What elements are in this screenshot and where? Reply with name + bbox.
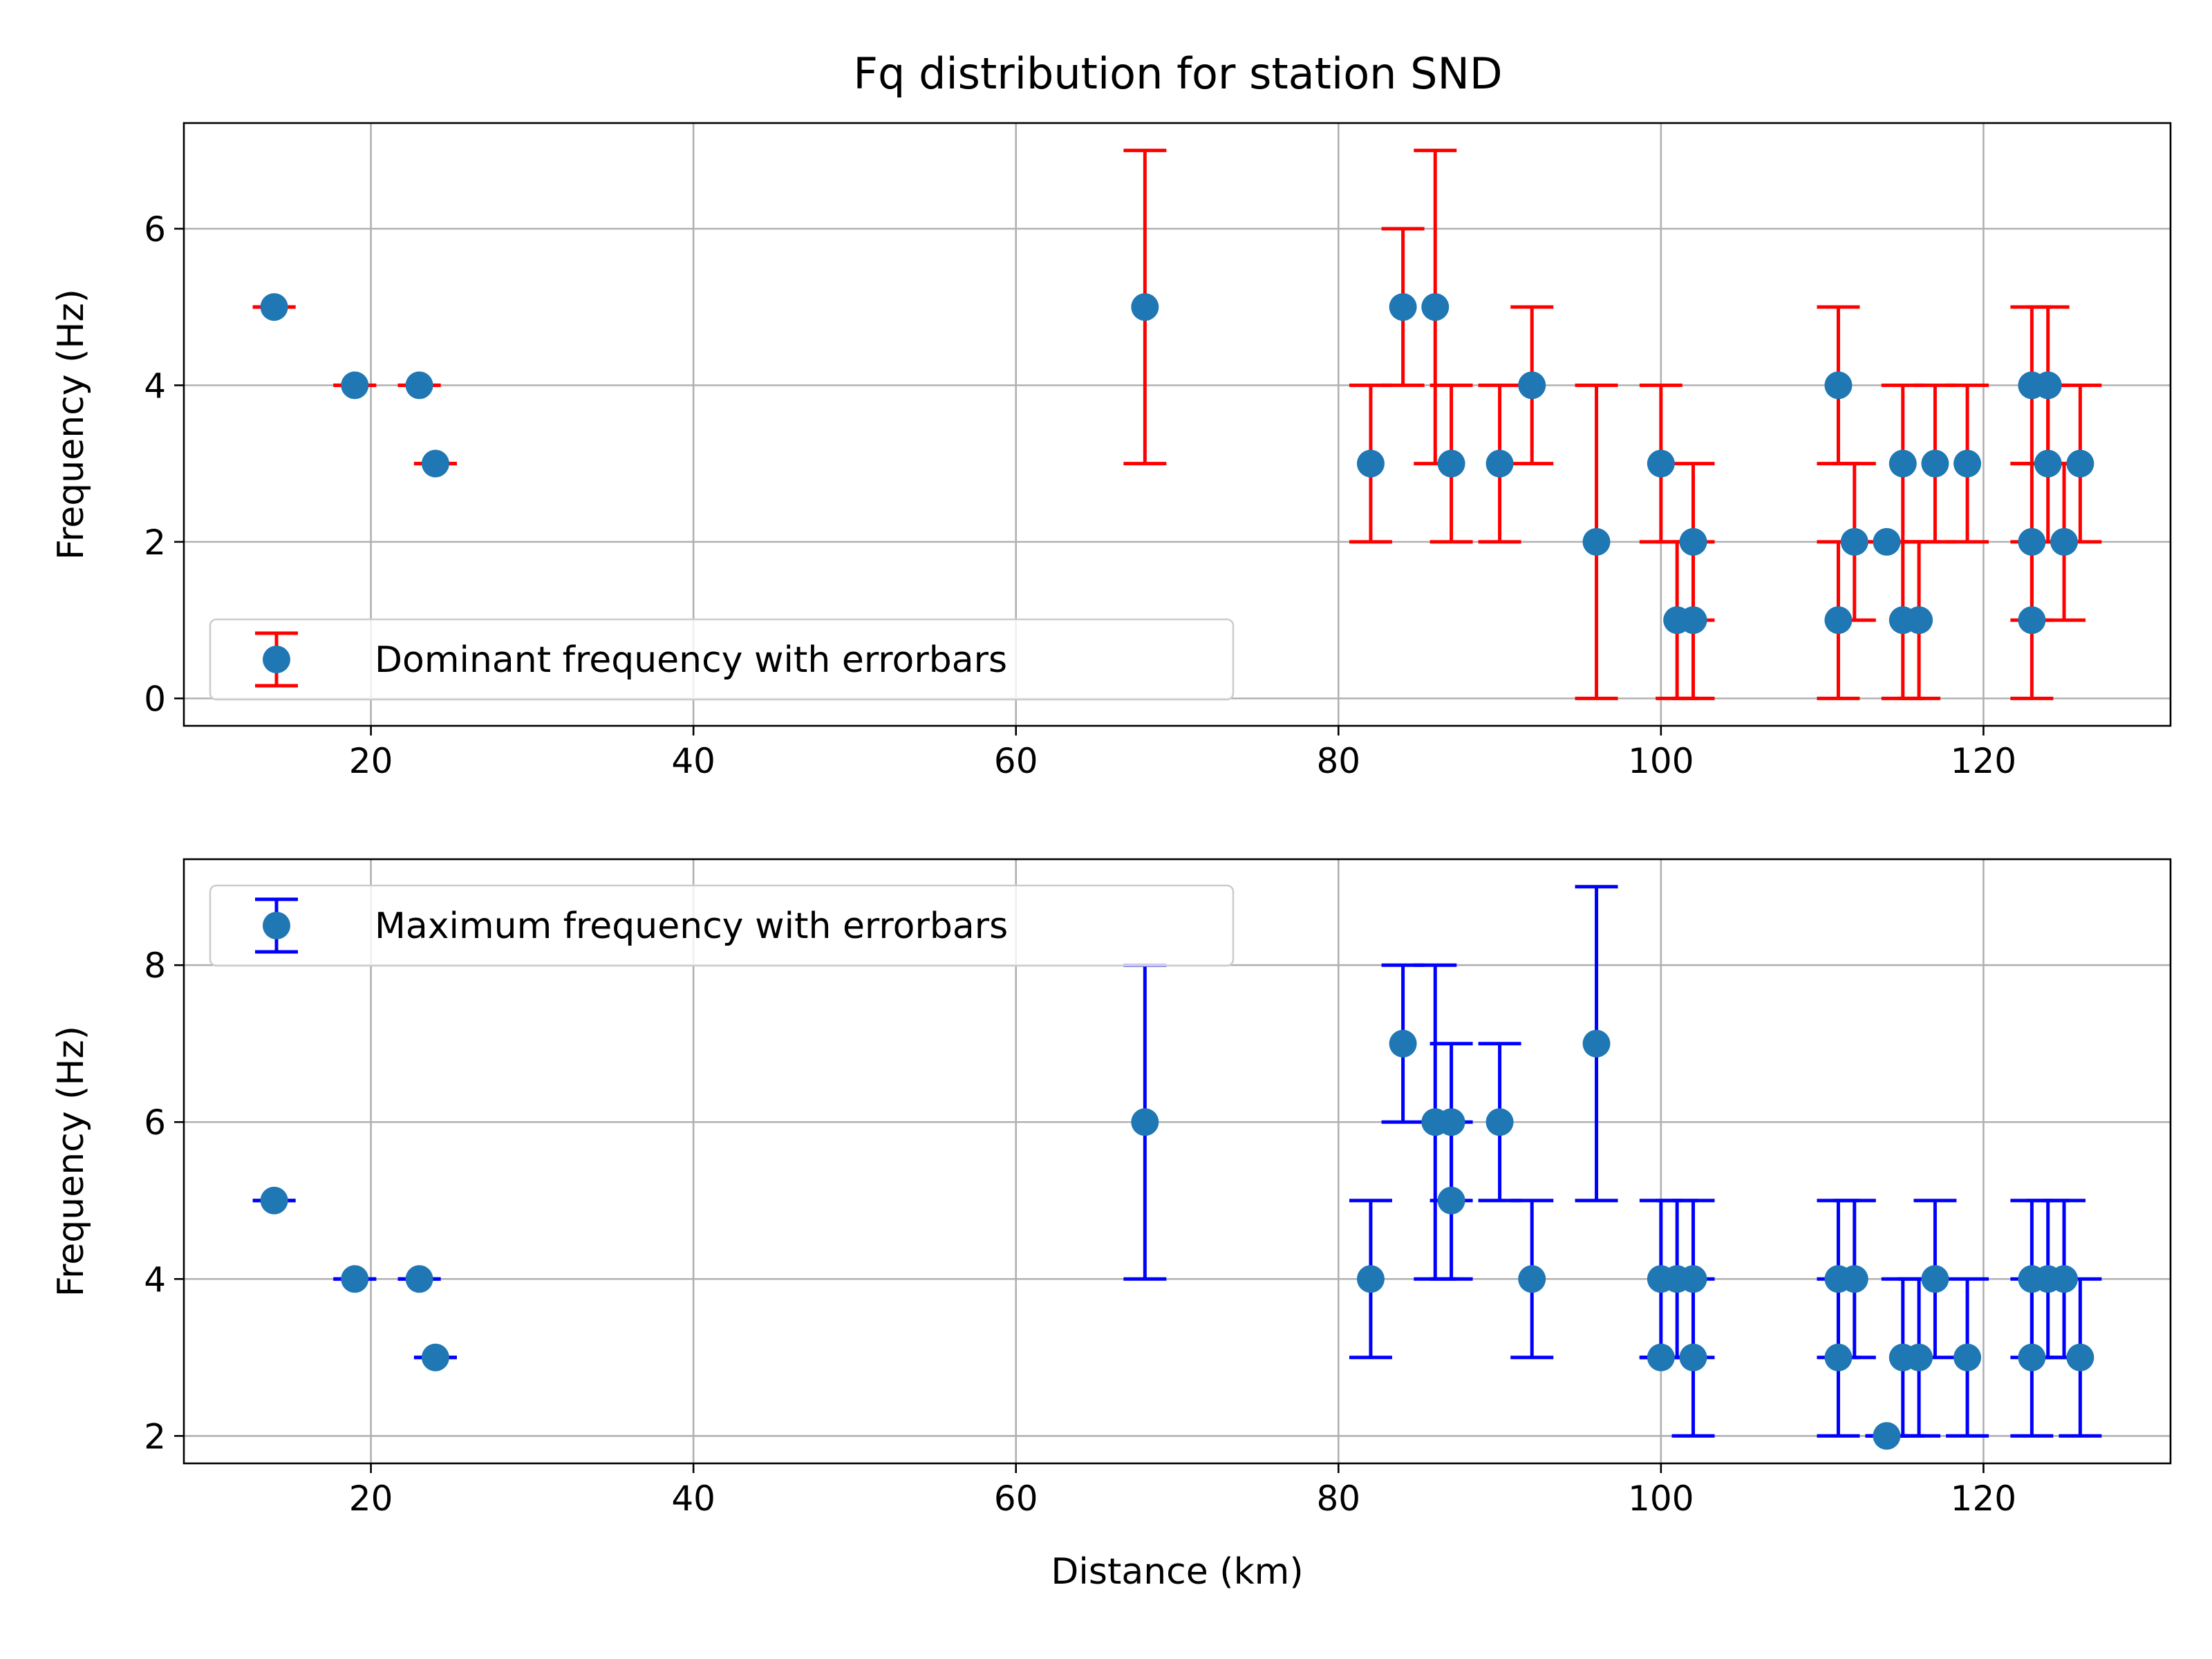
x-tick-label: 40: [671, 741, 715, 781]
data-point: [1647, 1343, 1675, 1371]
data-point: [2018, 606, 2046, 635]
x-tick-label: 120: [1951, 741, 2016, 781]
data-point: [1679, 1343, 1707, 1371]
data-point: [1873, 1422, 1901, 1450]
y-tick-label: 2: [144, 1416, 166, 1456]
data-point: [260, 1186, 288, 1215]
data-point: [1921, 449, 1949, 478]
data-point: [421, 1343, 449, 1371]
figure-title: Fq distribution for station SND: [853, 48, 1502, 99]
data-point: [1679, 606, 1707, 635]
data-point: [1840, 1265, 1868, 1293]
legend-marker: [263, 912, 290, 939]
data-point: [421, 449, 449, 478]
data-point: [1840, 527, 1868, 556]
legend-marker: [263, 646, 290, 673]
data-point: [1873, 527, 1901, 556]
legend-label: Dominant frequency with errorbars: [375, 639, 1007, 681]
y-tick-label: 6: [144, 1103, 166, 1143]
data-point: [1356, 1265, 1385, 1293]
data-point: [1679, 1265, 1707, 1293]
data-point: [1437, 1186, 1465, 1215]
data-point: [405, 1265, 433, 1293]
data-point: [1679, 527, 1707, 556]
data-point: [2066, 1343, 2094, 1371]
data-point: [1518, 371, 1546, 400]
x-tick-label: 20: [349, 741, 393, 781]
data-point: [2050, 527, 2079, 556]
y-tick-label: 6: [144, 209, 166, 250]
data-point: [1389, 1029, 1417, 1058]
data-point: [1131, 1108, 1159, 1136]
x-tick-label: 100: [1628, 741, 1694, 781]
y-axis-label: Frequency (Hz): [50, 1026, 92, 1297]
data-point: [2018, 1343, 2046, 1371]
data-point: [2034, 371, 2062, 400]
bottom-panel: 20 40 60 80 100 120 2 4 6 8 Frequency (Hz) Distance…: [50, 858, 2172, 1593]
data-point: [1389, 293, 1417, 321]
x-tick-label: 60: [994, 741, 1038, 781]
x-axis-label: Distance (km): [1051, 1551, 1303, 1593]
data-point: [405, 371, 433, 400]
data-point: [1888, 449, 1917, 478]
data-point: [1485, 449, 1514, 478]
legend-box: [209, 618, 1235, 701]
axes-frame: [182, 122, 2172, 727]
data-point: [1437, 1108, 1465, 1136]
data-point: [1582, 1029, 1611, 1058]
data-point: [1905, 606, 1933, 635]
data-point: [1824, 606, 1853, 635]
y-tick-label: 2: [144, 523, 166, 563]
data-point: [2018, 527, 2046, 556]
legend-box: [209, 884, 1235, 967]
x-tick-label: 120: [1951, 1479, 2016, 1519]
data-point: [1485, 1108, 1514, 1136]
top-panel: 20 40 60 80 100 120 0 2 4 6 Frequency (Hz) Dominant…: [50, 122, 2172, 781]
data-point: [1824, 1343, 1853, 1371]
data-point: [1953, 449, 1982, 478]
data-point: [1356, 449, 1385, 478]
data-point: [260, 293, 288, 321]
data-point: [1582, 527, 1611, 556]
y-tick-label: 4: [144, 366, 166, 406]
y-axis-label: Frequency (Hz): [50, 289, 92, 560]
data-point: [1905, 1343, 1933, 1371]
x-tick-label: 40: [671, 1479, 715, 1519]
data-point: [1824, 371, 1853, 400]
y-tick-label: 4: [144, 1259, 166, 1300]
data-point: [341, 1265, 369, 1293]
data-point: [2050, 1265, 2079, 1293]
data-point: [2066, 449, 2094, 478]
data-point: [1647, 449, 1675, 478]
data-point: [341, 371, 369, 400]
data-point: [1421, 293, 1450, 321]
data-point: [1921, 1265, 1949, 1293]
x-tick-label: 100: [1628, 1479, 1694, 1519]
data-point: [2034, 449, 2062, 478]
x-tick-label: 80: [1316, 1479, 1360, 1519]
axes-frame: [182, 858, 2172, 1465]
data-point: [1953, 1343, 1982, 1371]
y-tick-label: 0: [144, 679, 166, 719]
y-tick-label: 8: [144, 946, 166, 986]
x-tick-label: 60: [994, 1479, 1038, 1519]
legend-label: Maximum frequency with errorbars: [375, 906, 1008, 947]
x-tick-label: 20: [349, 1479, 393, 1519]
data-point: [1518, 1265, 1546, 1293]
data-point: [1437, 449, 1465, 478]
data-point: [1131, 293, 1159, 321]
x-tick-label: 80: [1316, 741, 1360, 781]
